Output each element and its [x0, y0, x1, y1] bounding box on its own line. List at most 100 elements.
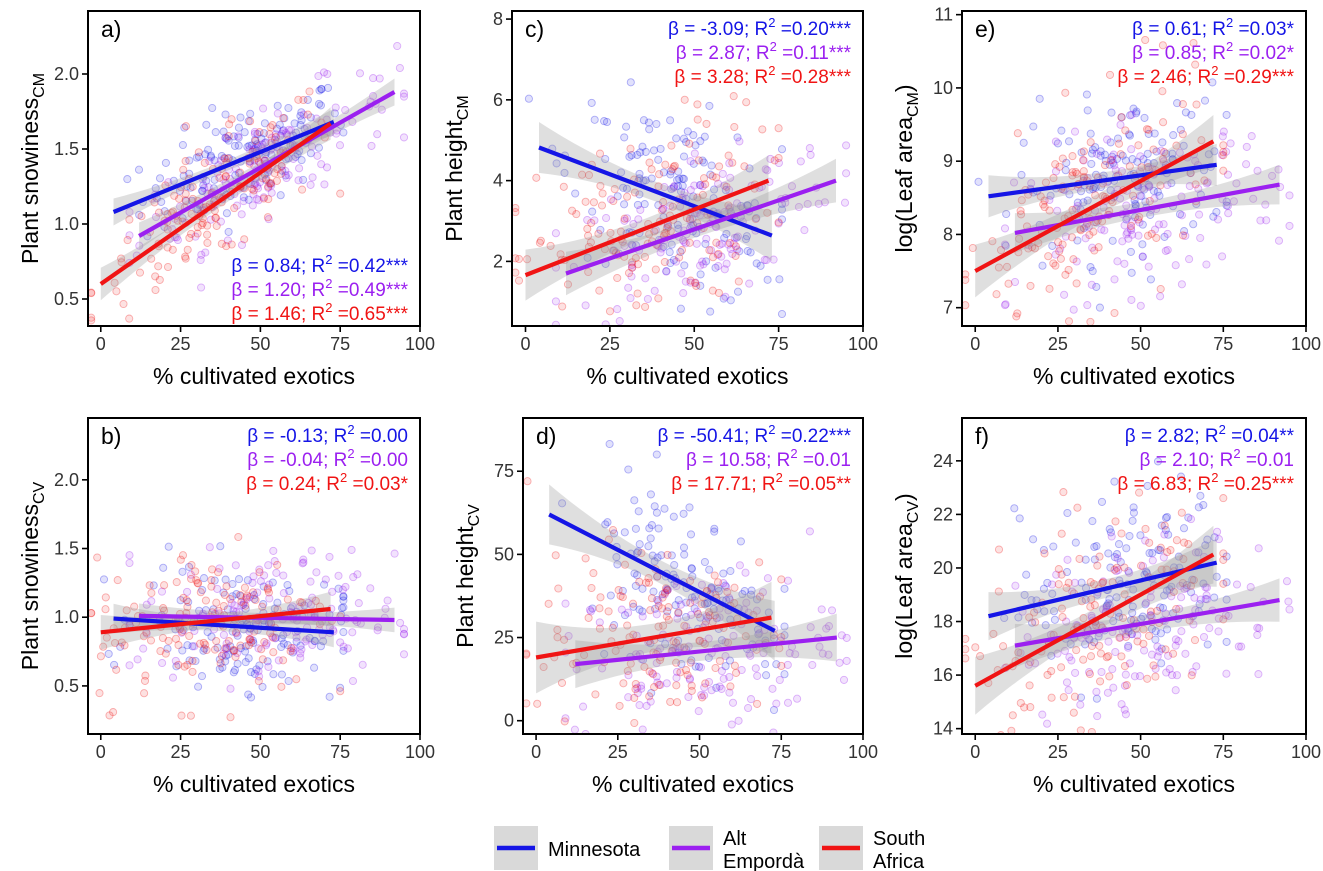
data-point	[642, 578, 651, 587]
data-point	[377, 105, 386, 114]
data-point	[307, 600, 316, 609]
data-point	[297, 156, 306, 165]
data-point	[1086, 578, 1095, 587]
y-label-sub: CM	[455, 95, 472, 120]
x-tick-label: 25	[171, 334, 191, 354]
data-point	[277, 642, 286, 652]
data-point	[221, 172, 230, 181]
data-point	[673, 220, 682, 229]
data-point	[1090, 555, 1099, 564]
data-point	[558, 302, 567, 311]
x-tick-label: 75	[1213, 334, 1233, 354]
data-point	[690, 592, 700, 601]
data-point	[679, 509, 688, 518]
data-point	[1103, 135, 1112, 144]
data-point	[283, 641, 292, 650]
data-point	[156, 647, 165, 656]
data-point	[680, 95, 689, 104]
data-point	[1055, 162, 1064, 171]
data-point	[1138, 252, 1147, 261]
data-point	[1157, 644, 1166, 653]
data-point	[707, 686, 716, 695]
stat-text: ; R	[744, 426, 768, 447]
data-point	[183, 587, 192, 596]
data-point	[93, 553, 102, 562]
data-point	[288, 602, 297, 611]
stat-r2: 0.04	[1242, 426, 1279, 447]
data-point	[272, 176, 281, 185]
data-point	[744, 703, 753, 713]
data-point	[710, 527, 719, 536]
data-point	[690, 181, 699, 190]
data-point	[1072, 204, 1081, 213]
data-point	[634, 507, 643, 516]
data-point	[1177, 627, 1186, 636]
x-tick-label: 50	[250, 742, 270, 762]
data-point	[135, 210, 144, 219]
data-point	[1064, 317, 1074, 326]
stat-text: =	[355, 426, 371, 447]
data-point	[628, 263, 637, 272]
stat-text: =	[777, 43, 793, 64]
data-point	[355, 69, 365, 78]
y-axis-label: Plant snowinessCM	[17, 73, 48, 264]
data-point	[171, 634, 181, 643]
data-point	[1133, 157, 1142, 166]
data-point	[1178, 231, 1188, 240]
data-point	[399, 650, 409, 659]
data-point	[647, 688, 656, 698]
data-point	[220, 154, 229, 163]
data-point	[1194, 503, 1203, 512]
data-point	[725, 595, 734, 604]
data-point	[211, 128, 220, 137]
data-point	[1144, 262, 1153, 271]
data-point	[699, 158, 708, 167]
data-point	[255, 661, 264, 670]
data-point	[1083, 196, 1092, 205]
data-point	[278, 166, 287, 175]
x-tick-label: 50	[250, 334, 270, 354]
data-point	[244, 690, 253, 699]
data-point	[774, 158, 783, 168]
data-point	[192, 576, 201, 585]
y-tick-label: 1.0	[54, 607, 79, 627]
data-point	[1039, 584, 1048, 593]
data-point	[707, 161, 716, 170]
data-point	[1045, 284, 1054, 293]
data-point	[1196, 233, 1205, 243]
data-point	[151, 272, 160, 281]
data-point	[657, 244, 666, 253]
data-point	[1025, 613, 1034, 622]
data-point	[271, 133, 280, 142]
data-point	[1013, 129, 1022, 138]
stat-annotation: β = -0.04; R2 =0.00	[247, 446, 408, 471]
data-point	[1203, 535, 1212, 544]
data-point	[700, 599, 709, 608]
data-point	[636, 205, 645, 214]
data-point	[1222, 147, 1231, 156]
data-point	[686, 598, 695, 607]
data-point	[264, 183, 273, 192]
y-tick-label: 24	[933, 451, 953, 471]
data-point	[669, 182, 679, 192]
stat-significance: ***	[829, 19, 852, 40]
data-point	[814, 199, 823, 208]
data-point	[1145, 182, 1154, 191]
data-point	[117, 254, 126, 263]
data-point	[1117, 700, 1126, 709]
data-point	[188, 182, 197, 191]
data-point	[763, 208, 772, 217]
data-point	[962, 654, 970, 663]
data-point	[270, 169, 279, 178]
legend-label: South	[873, 828, 925, 850]
data-point	[514, 276, 524, 285]
data-point	[297, 108, 306, 117]
data-point	[1141, 197, 1150, 206]
data-point	[222, 644, 231, 653]
data-point	[1139, 155, 1148, 164]
data-point	[646, 697, 655, 706]
data-point	[1214, 535, 1223, 544]
data-point	[211, 213, 220, 222]
data-point	[1001, 300, 1010, 309]
data-point	[1172, 536, 1181, 545]
